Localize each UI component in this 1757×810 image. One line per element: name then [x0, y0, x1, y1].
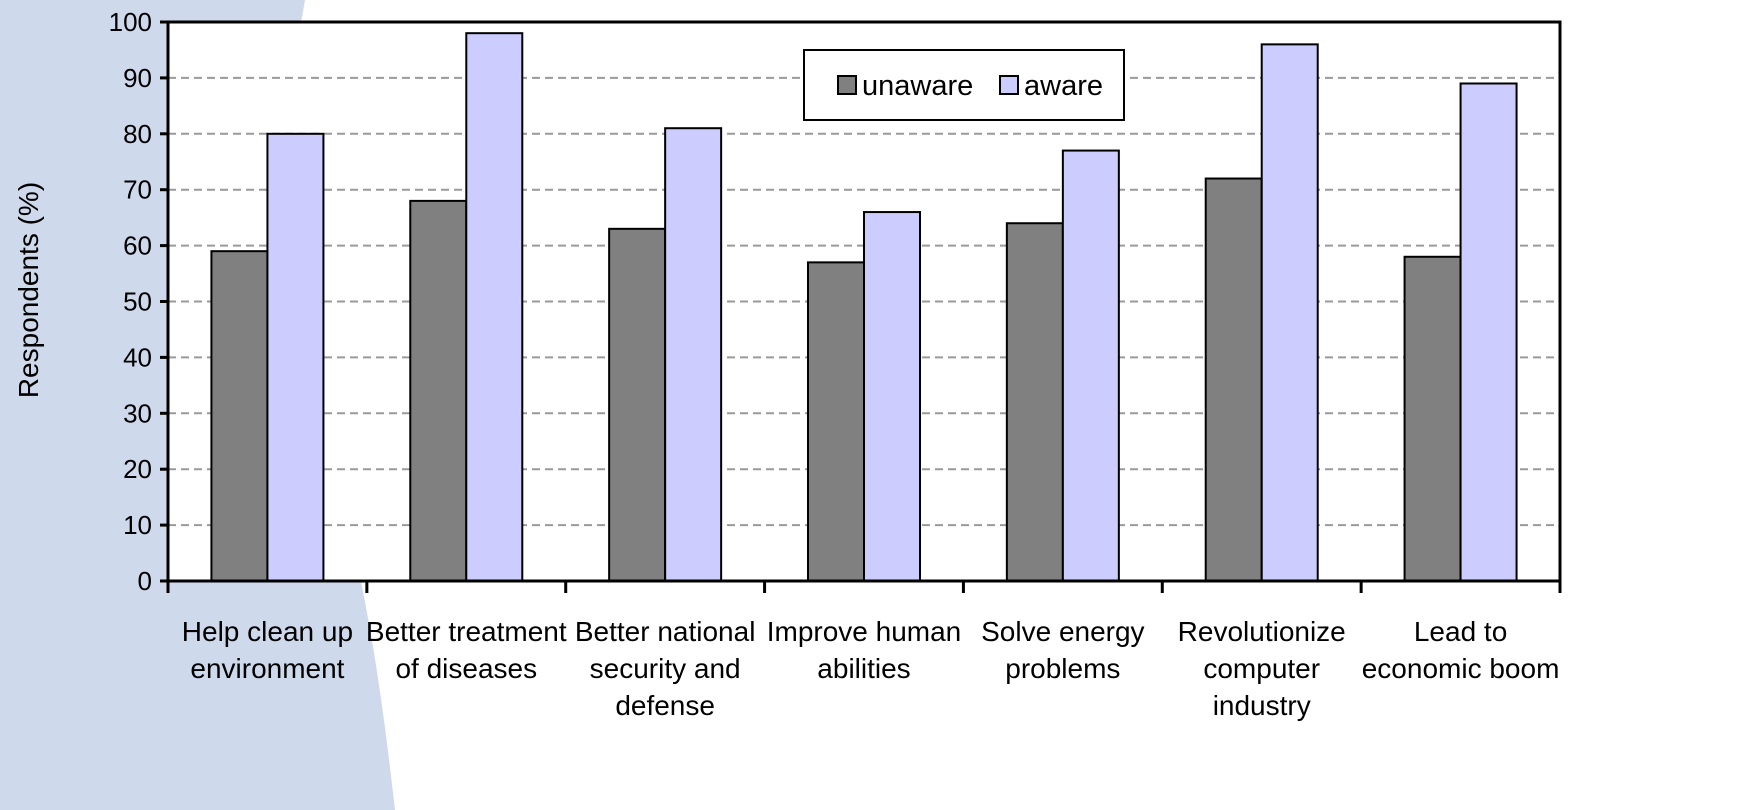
category-label: Revolutionize [1178, 616, 1346, 647]
bar-unaware-6 [1403, 255, 1462, 582]
y-tick-label: 70 [123, 175, 152, 205]
y-tick-label: 20 [123, 454, 152, 484]
category-label: problems [1005, 653, 1120, 684]
category-label: Solve energy [981, 616, 1144, 647]
category-label: economic boom [1362, 653, 1560, 684]
bars [210, 32, 1518, 583]
category-label: security and [590, 653, 741, 684]
y-tick-label: 30 [123, 398, 152, 428]
legend-label-aware: aware [1024, 70, 1103, 102]
category-label: abilities [817, 653, 910, 684]
legend: unaware aware [803, 49, 1125, 121]
category-label: defense [615, 690, 715, 721]
bar-unaware-5 [1204, 177, 1263, 583]
bar-unaware-3 [807, 261, 865, 582]
y-tick-label: 50 [123, 287, 152, 317]
category-label: of diseases [395, 653, 537, 684]
bar-aware-5 [1260, 43, 1319, 583]
axes [160, 20, 1562, 593]
y-tick-labels: 0 10 20 30 40 50 60 70 80 90 100 [109, 7, 152, 596]
category-label: environment [190, 653, 344, 684]
bar-aware-6 [1459, 82, 1518, 583]
category-label: industry [1213, 690, 1311, 721]
bar-unaware-0 [210, 250, 269, 582]
y-axis-title: Respondents (%) [13, 182, 44, 398]
bar-aware-0 [266, 132, 325, 583]
y-tick-label: 60 [123, 231, 152, 261]
category-label: Better treatment [366, 616, 567, 647]
bar-aware-2 [664, 127, 723, 583]
category-label: Improve human [767, 616, 962, 647]
bar-unaware-2 [608, 227, 667, 583]
category-label: Better national [575, 616, 756, 647]
y-tick-label: 100 [109, 7, 152, 37]
category-label: computer [1203, 653, 1320, 684]
y-tick-label: 10 [123, 510, 152, 540]
bar-aware-3 [863, 211, 921, 582]
y-tick-label: 0 [138, 566, 152, 596]
legend-box [803, 49, 1125, 121]
legend-swatch-unaware [837, 75, 857, 95]
category-labels: Help clean up environment Better treatment… [182, 616, 1560, 721]
legend-swatch-aware [999, 75, 1019, 95]
bar-aware-4 [1061, 149, 1120, 582]
bar-unaware-1 [409, 199, 468, 582]
legend-label-unaware: unaware [862, 70, 973, 102]
bar-unaware-4 [1005, 222, 1064, 583]
bar-aware-1 [465, 32, 524, 583]
y-tick-label: 90 [123, 63, 152, 93]
category-label: Lead to [1414, 616, 1507, 647]
category-label: Help clean up [182, 616, 353, 647]
y-tick-label: 40 [123, 342, 152, 372]
y-tick-label: 80 [123, 119, 152, 149]
